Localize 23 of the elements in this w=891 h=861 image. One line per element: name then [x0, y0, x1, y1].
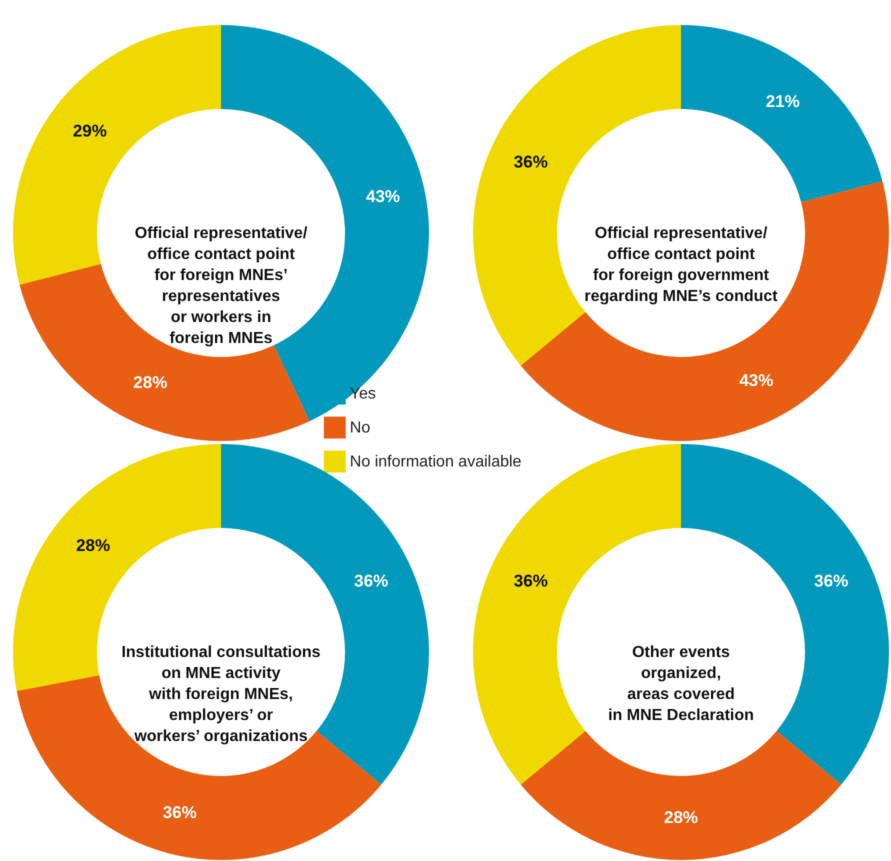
data-label: 36% [354, 571, 388, 590]
donut-slice [520, 181, 889, 441]
data-label: 43% [739, 370, 774, 390]
data-label: 43% [366, 186, 400, 206]
donut-slice [681, 25, 882, 202]
text: Official representative/ office contact point for foreign government regarding MNE’s conduct [584, 225, 778, 305]
text: Official representative/ office contact point for foreign MNEs’ representatives or workers in foreign MNEs [134, 225, 308, 347]
donut-slice [20, 264, 310, 441]
data-label: 36% [514, 152, 548, 172]
data-label: 21% [766, 92, 800, 111]
data-label: 29% [72, 121, 107, 140]
data-label: 36% [814, 571, 848, 590]
data-label: 28% [133, 373, 168, 392]
data-label: 36% [162, 802, 197, 822]
donut-slice [520, 731, 842, 860]
text: Other events organized, areas covered in MNE Declaration [608, 644, 754, 724]
legend-label: No information available [350, 454, 522, 471]
legend-label: No [350, 420, 370, 437]
text: Institutional consultations on MNE activity with foreign MNEs, employers’ or workers’ organizations [121, 644, 321, 745]
data-label: 36% [514, 571, 548, 590]
data-label: 28% [664, 808, 698, 827]
legend-label: Yes [350, 386, 376, 403]
data-label: 28% [76, 536, 110, 556]
